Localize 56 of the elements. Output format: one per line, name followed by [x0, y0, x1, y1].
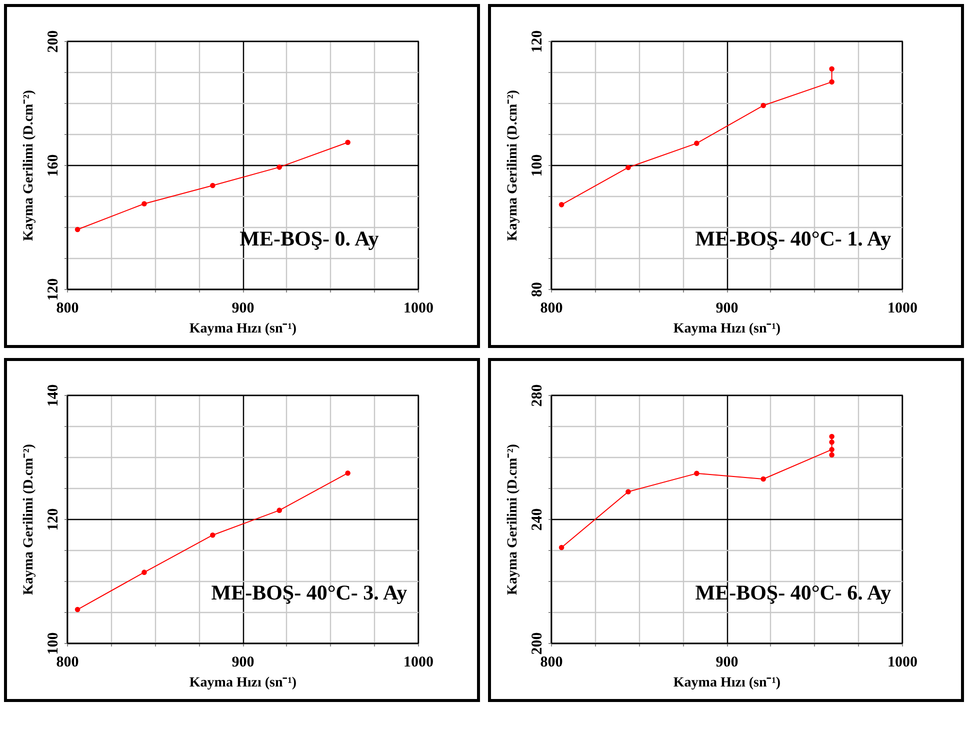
- y-tick-label: 120: [46, 508, 62, 531]
- x-axis-title: Kayma Hızı (sn⁻¹): [673, 322, 781, 336]
- y-tick-label: 80: [530, 282, 546, 297]
- x-tick-label: 900: [232, 300, 254, 316]
- x-tick-label: 800: [56, 654, 79, 670]
- x-tick-label: 1000: [888, 300, 918, 316]
- point: [694, 470, 700, 476]
- x-tick-label: 1000: [404, 654, 434, 670]
- point: [210, 182, 216, 188]
- y-axis-title: Kayma Gerilimi (D.cm⁻²): [506, 90, 520, 242]
- point: [829, 439, 834, 445]
- y-tick-label: 160: [46, 154, 62, 177]
- y-axis-title: Kayma Gerilimi (D.cm⁻²): [22, 444, 36, 596]
- point: [829, 66, 834, 72]
- y-axis-title: Kayma Gerilimi (D.cm⁻²): [22, 90, 36, 242]
- x-tick-label: 900: [232, 654, 254, 670]
- x-tick-label: 1000: [404, 300, 434, 316]
- x-tick-label: 800: [540, 654, 563, 670]
- point: [558, 202, 564, 208]
- y-tick-label: 120: [46, 278, 62, 301]
- y-tick-label: 100: [46, 632, 62, 655]
- point: [694, 140, 700, 146]
- point: [829, 452, 834, 458]
- x-axis-title: Kayma Hızı (sn⁻¹): [189, 322, 297, 336]
- point: [626, 164, 631, 170]
- y-tick-label: 240: [530, 508, 546, 531]
- point: [626, 489, 631, 494]
- point: [760, 476, 766, 482]
- point: [829, 434, 834, 440]
- point: [345, 140, 350, 146]
- y-tick-label: 140: [46, 384, 62, 407]
- point: [142, 570, 147, 575]
- x-tick-label: 800: [56, 300, 79, 316]
- point: [74, 226, 80, 232]
- x-axis-title: Kayma Hızı (sn⁻¹): [189, 676, 297, 690]
- y-tick-label: 120: [530, 30, 546, 53]
- x-axis-title: Kayma Hızı (sn⁻¹): [673, 676, 781, 690]
- point: [142, 201, 147, 206]
- point: [829, 79, 834, 85]
- point: [210, 532, 216, 538]
- y-axis-title: Kayma Gerilimi (D.cm⁻²): [506, 444, 520, 596]
- x-tick-label: 900: [716, 654, 738, 670]
- point: [74, 606, 80, 612]
- point: [276, 164, 282, 170]
- y-tick-label: 200: [530, 632, 546, 655]
- point: [760, 102, 766, 108]
- y-tick-label: 100: [530, 154, 546, 177]
- point: [558, 544, 564, 550]
- point: [829, 446, 834, 452]
- point: [276, 508, 282, 513]
- x-tick-label: 1000: [888, 654, 918, 670]
- x-tick-label: 800: [540, 300, 563, 316]
- x-tick-label: 900: [716, 300, 738, 316]
- point: [345, 470, 350, 476]
- y-tick-label: 200: [46, 30, 62, 53]
- y-tick-label: 280: [530, 384, 546, 407]
